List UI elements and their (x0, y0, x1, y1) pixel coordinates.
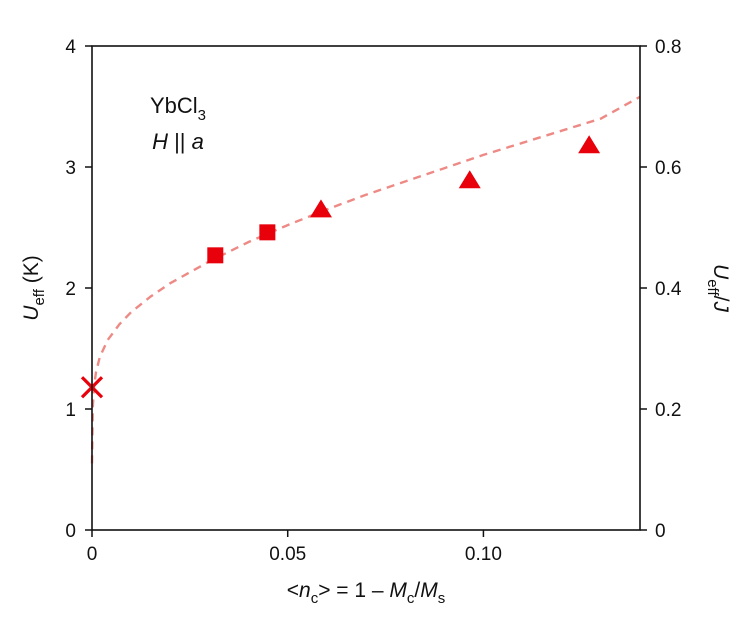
fit-layer (90, 95, 641, 464)
y-tick-label: 3 (65, 158, 76, 179)
x-tick-label: 0.05 (269, 544, 306, 565)
axis-layer: 0 0.05 0.10 0 1 2 3 4 0 0.2 0.4 0.6 0.8 (65, 37, 681, 565)
x-tick-label: 0.10 (465, 544, 502, 565)
y-tick-label: 0 (65, 521, 76, 542)
triangle-marker (578, 135, 601, 154)
y-axis-title: Ueff (K) (20, 255, 48, 320)
y-tick-label: 2 (65, 279, 76, 300)
y-tick-label: 1 (65, 400, 76, 421)
y2-tick-label: 0 (655, 521, 666, 542)
plot-frame (91, 45, 641, 531)
square-marker (259, 224, 276, 241)
marker-layer (80, 135, 601, 399)
square-marker (207, 247, 224, 264)
fit-curve (90, 95, 641, 464)
y2-tick-label: 0.2 (655, 400, 681, 421)
x-axis-title: <nc> = 1 – Mc/Ms (287, 579, 446, 607)
annotation-line-1: YbCl3 (150, 93, 206, 124)
y2-tick-label: 0.8 (655, 37, 681, 58)
y-tick-label: 4 (65, 37, 76, 58)
y2-tick-label: 0.6 (655, 158, 681, 179)
x-tick-label: 0 (87, 544, 98, 565)
triangle-marker (458, 170, 481, 189)
y2-tick-label: 0.4 (655, 279, 682, 300)
triangle-marker (309, 199, 332, 218)
y2-axis-title: Ueff/J (704, 264, 732, 312)
annotation-line-2: H || a (152, 129, 204, 154)
